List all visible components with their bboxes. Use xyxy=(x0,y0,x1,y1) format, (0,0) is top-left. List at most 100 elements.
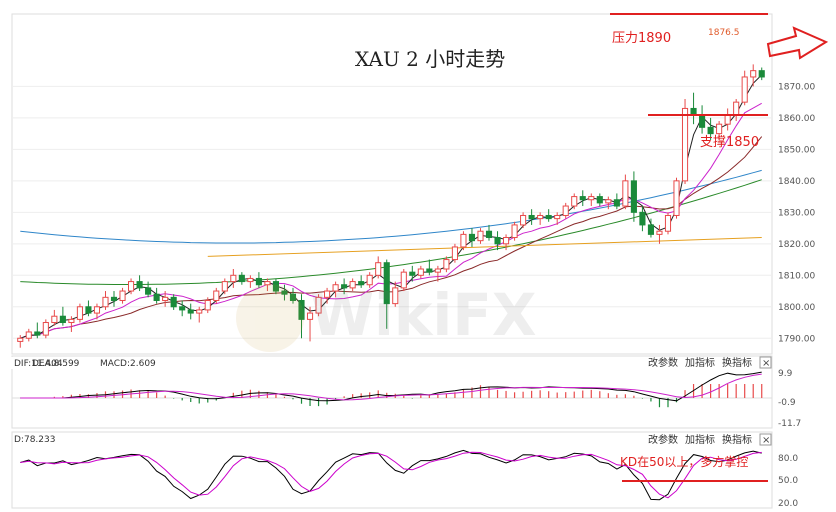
macd-dea-line xyxy=(20,373,762,401)
candle-body xyxy=(707,126,714,135)
candle-body xyxy=(349,281,356,289)
candle xyxy=(204,297,211,314)
candle xyxy=(349,278,356,292)
macd-close-button[interactable]: × xyxy=(759,356,772,369)
candle xyxy=(68,316,75,332)
candle-body xyxy=(426,268,433,273)
candle xyxy=(656,224,663,244)
kd-tick-50: 50.0 xyxy=(778,476,798,486)
kd-add-button[interactable]: 加指标 xyxy=(685,433,715,446)
candle xyxy=(579,190,586,207)
candle-body xyxy=(153,293,160,301)
price-panel xyxy=(11,13,773,355)
candle xyxy=(272,278,279,295)
kd-tick-80: 80.0 xyxy=(778,454,798,464)
macd-switch-button[interactable]: 换指标 xyxy=(722,356,752,369)
candle xyxy=(409,265,416,282)
candle-body xyxy=(485,230,493,239)
candle xyxy=(647,218,654,238)
ma-gold-line xyxy=(207,237,762,257)
candle-body xyxy=(537,214,544,220)
candle xyxy=(426,259,433,276)
candle xyxy=(417,265,424,279)
price-tick-label: 1840.00 xyxy=(778,177,815,187)
candle-body xyxy=(145,287,152,295)
resistance-label: 压力1890 xyxy=(612,31,671,46)
candle xyxy=(554,212,561,225)
candle xyxy=(238,272,245,285)
candle xyxy=(383,259,390,329)
candle-body xyxy=(366,274,373,286)
candle-body xyxy=(724,114,731,125)
candle-body xyxy=(136,281,143,289)
candle-body xyxy=(554,214,561,220)
candle xyxy=(741,70,748,106)
candle-body xyxy=(170,296,177,308)
candle xyxy=(681,99,689,184)
candle xyxy=(630,171,637,222)
macd-legend-mask xyxy=(0,357,13,369)
candle-body xyxy=(332,284,339,292)
kd-edit-button[interactable]: 改参数 xyxy=(648,433,678,446)
candle xyxy=(596,193,603,207)
candle-body xyxy=(647,224,654,235)
candle xyxy=(230,269,237,288)
candle-body xyxy=(477,230,484,242)
candle-body xyxy=(750,70,757,78)
candle-body xyxy=(51,315,58,324)
candle-body xyxy=(571,196,578,207)
candle xyxy=(289,287,297,304)
candle xyxy=(119,287,126,304)
candle xyxy=(605,196,612,210)
candle xyxy=(366,272,373,288)
candle xyxy=(358,275,365,288)
macd-value-label: MACD:2.609 xyxy=(100,359,156,369)
candle-body xyxy=(630,180,637,213)
macd-add-button[interactable]: 加指标 xyxy=(685,356,715,369)
candle xyxy=(247,275,254,288)
kd-close-button[interactable]: × xyxy=(759,433,772,446)
candle-body xyxy=(42,322,49,336)
candle xyxy=(494,231,501,251)
macd-close-icon: × xyxy=(762,358,770,369)
candle-body xyxy=(673,180,680,216)
kd-close-box xyxy=(759,433,772,446)
candle xyxy=(25,328,32,342)
candle xyxy=(196,306,203,323)
kd-d-label: D:78.233 xyxy=(14,435,55,445)
candle-body xyxy=(605,199,612,204)
candle-body xyxy=(409,271,416,276)
candle xyxy=(213,287,220,304)
candle xyxy=(85,300,92,317)
kd-switch-button[interactable]: 换指标 xyxy=(722,433,752,446)
candle-body xyxy=(400,271,407,289)
candle-body xyxy=(102,296,109,308)
price-tick-label: 1870.00 xyxy=(778,82,815,92)
candle xyxy=(59,306,66,326)
candle xyxy=(758,67,765,81)
arrow-icon xyxy=(766,26,829,60)
candle-body xyxy=(545,214,552,220)
candle xyxy=(255,272,262,288)
macd-tick-top: 9.9 xyxy=(778,369,793,379)
candle-body xyxy=(272,281,279,292)
candle xyxy=(511,221,518,241)
candle xyxy=(434,265,441,282)
candle-body xyxy=(221,281,228,292)
macd-legend: DIF:11.404 DEA:8.599 MACD:2.609 xyxy=(14,359,156,369)
price-axis: 1790.00 1800.00 1810.00 1820.00 1830.00 1840.… xyxy=(778,82,815,344)
candle-body xyxy=(17,337,24,342)
candle xyxy=(639,206,646,232)
candle-body xyxy=(324,290,331,298)
candle xyxy=(520,212,527,229)
ma-purple-line xyxy=(20,102,762,339)
candle xyxy=(664,212,672,235)
macd-tick-mid: -0.9 xyxy=(778,398,796,408)
candle xyxy=(588,193,595,207)
candle xyxy=(443,256,450,273)
kd-k-line xyxy=(20,449,762,501)
candle xyxy=(281,284,288,301)
candle-body xyxy=(25,331,32,339)
macd-edit-button[interactable]: 改参数 xyxy=(648,356,678,369)
candle xyxy=(400,269,407,292)
